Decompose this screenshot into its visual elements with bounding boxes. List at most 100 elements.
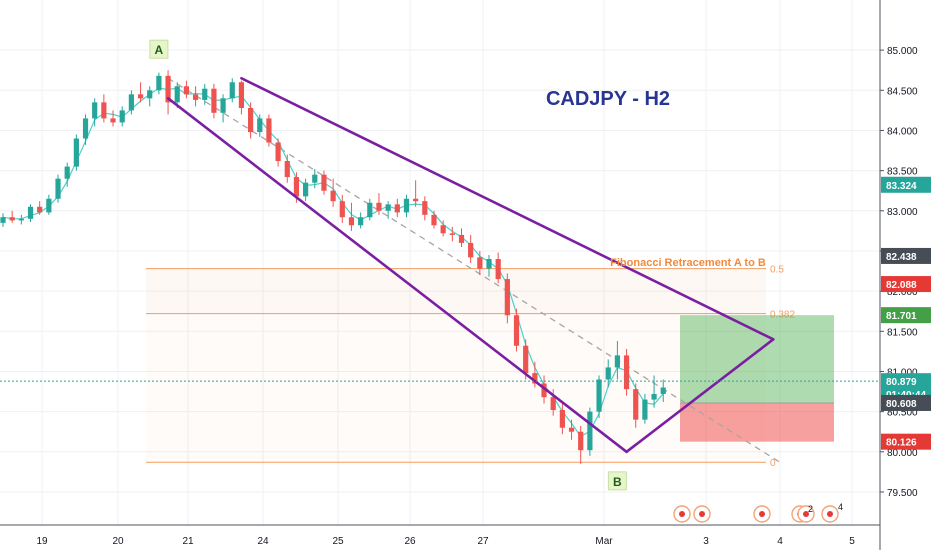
time-axis[interactable]: 19 20 21 24 25 26 27 Mar 3 4 5 (0, 524, 880, 547)
price-label-tag (881, 307, 931, 324)
fib-band-lower (146, 313, 766, 463)
candle-body (605, 367, 611, 380)
candle (486, 254, 492, 277)
candle (257, 114, 263, 137)
candle (165, 70, 171, 115)
candle (578, 426, 584, 464)
candle-body (119, 110, 125, 123)
fibonacci-title: Fibonacci Retracement A to B (610, 257, 766, 269)
candle-body (229, 82, 235, 99)
time-tick-label: 26 (404, 536, 416, 547)
candle-body (165, 75, 171, 103)
pivot-box (149, 39, 169, 59)
event-dot (827, 511, 833, 517)
candle (495, 252, 501, 284)
price-label-tag (881, 276, 931, 293)
candle-body (0, 217, 6, 223)
time-tick-label: 27 (477, 536, 489, 547)
candle (266, 114, 272, 147)
wedge-line (166, 97, 628, 454)
event-count: 2 (808, 504, 813, 514)
price-tick-label: 83.500 (887, 167, 918, 178)
candle (174, 82, 180, 108)
wedge-line (240, 76, 775, 341)
price-tick-label: 79.500 (887, 488, 918, 499)
candle (183, 80, 189, 99)
candle (376, 193, 382, 215)
candle-body (321, 174, 327, 191)
candle (339, 194, 345, 223)
chart-title: CADJPY - H2 (546, 88, 670, 110)
candle-body (587, 411, 593, 451)
candle (64, 162, 70, 187)
time-tick-label: 21 (182, 536, 194, 547)
fib-level-label: 0 (770, 458, 776, 469)
candle-body (82, 118, 89, 139)
candle-body (348, 217, 355, 226)
price-tick-label: 83.000 (887, 207, 918, 218)
candle (247, 102, 254, 139)
candle (358, 212, 364, 229)
event-dot (803, 511, 809, 517)
time-tick-label: 20 (112, 536, 124, 547)
candle-body (55, 178, 61, 199)
candle-body (633, 389, 639, 420)
price-tick-label: 81.500 (887, 327, 918, 338)
candle-body (440, 225, 446, 234)
candle-body (110, 118, 116, 123)
candle (202, 83, 208, 105)
price-label-tag (881, 247, 931, 264)
risk-reward-box[interactable] (680, 315, 834, 442)
candle-body (18, 218, 24, 221)
time-tick-label: 24 (257, 536, 269, 547)
wedge-line (625, 338, 775, 454)
candle-body (247, 107, 254, 133)
candle (413, 180, 419, 207)
price-tick-label: 80.000 (887, 448, 918, 459)
candle-body (614, 355, 620, 368)
candle (596, 375, 602, 419)
candle (192, 86, 199, 107)
candle (119, 106, 125, 127)
candle (605, 359, 611, 388)
candle-body (596, 379, 602, 412)
candle-body (257, 118, 263, 133)
time-tick-label: 3 (703, 536, 709, 547)
wedge-pattern[interactable] (166, 76, 775, 454)
pivot-box (607, 471, 627, 491)
candle (449, 226, 455, 242)
candle-body (376, 202, 382, 211)
candle-body (27, 206, 34, 219)
candle (660, 379, 666, 402)
profit-zone (680, 315, 834, 403)
candle-body (73, 138, 79, 167)
candle (623, 348, 630, 396)
price-label-text: 82.438 (886, 252, 917, 263)
candle-body (458, 234, 465, 243)
candle (0, 213, 6, 227)
candle (642, 393, 648, 424)
candle-body (156, 75, 162, 91)
candle-body (559, 410, 565, 428)
fib-level-label: 0.5 (770, 265, 784, 276)
price-axis[interactable]: 79.50080.00080.50081.00081.50082.00082.5… (879, 0, 932, 550)
candle (458, 228, 465, 247)
stop-loss-zone (680, 402, 834, 442)
candle (128, 90, 134, 115)
price-label-text: 80.608 (886, 399, 917, 410)
candle-body (284, 160, 290, 178)
price-label-text: 82.088 (886, 280, 917, 291)
candle-body (394, 204, 400, 213)
candle-body (385, 204, 391, 211)
event-count: 4 (838, 502, 843, 512)
candle-body (92, 102, 98, 119)
time-tick-label: Mar (595, 536, 613, 547)
candle (330, 178, 336, 207)
price-label-text: 83.324 (886, 181, 917, 192)
candle (614, 340, 620, 380)
candle-body (578, 431, 584, 451)
candle (156, 72, 162, 95)
candle (440, 220, 446, 237)
